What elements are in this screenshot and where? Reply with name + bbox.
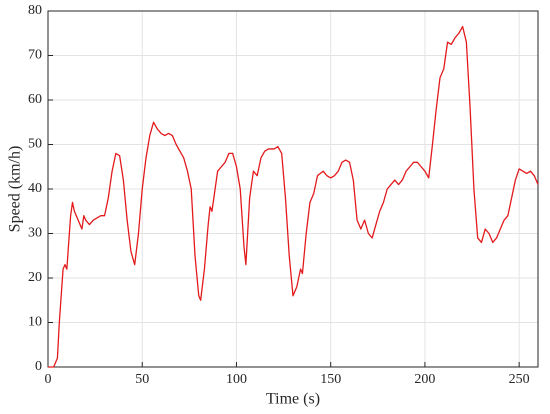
x-tick-label: 0 bbox=[45, 372, 52, 387]
y-tick-label: 60 bbox=[28, 92, 42, 107]
x-tick-label: 50 bbox=[135, 372, 149, 387]
x-axis-label: Time (s) bbox=[266, 391, 320, 408]
y-tick-label: 10 bbox=[28, 315, 42, 330]
plot-frame bbox=[47, 10, 539, 368]
x-tick-label: 250 bbox=[509, 372, 530, 387]
y-tick-label: 30 bbox=[28, 226, 42, 241]
x-tick-label: 200 bbox=[414, 372, 435, 387]
y-tick-label: 0 bbox=[35, 359, 42, 374]
y-tick-label: 80 bbox=[28, 3, 42, 18]
speed-line bbox=[48, 25, 539, 368]
y-tick-label: 50 bbox=[28, 137, 42, 152]
x-tick-label: 100 bbox=[226, 372, 247, 387]
y-tick-label: 40 bbox=[28, 181, 42, 196]
y-axis-label: Speed (km/h) bbox=[7, 146, 24, 233]
y-tick-label: 20 bbox=[28, 270, 42, 285]
x-tick-label: 150 bbox=[320, 372, 341, 387]
y-tick-label: 70 bbox=[28, 48, 42, 63]
